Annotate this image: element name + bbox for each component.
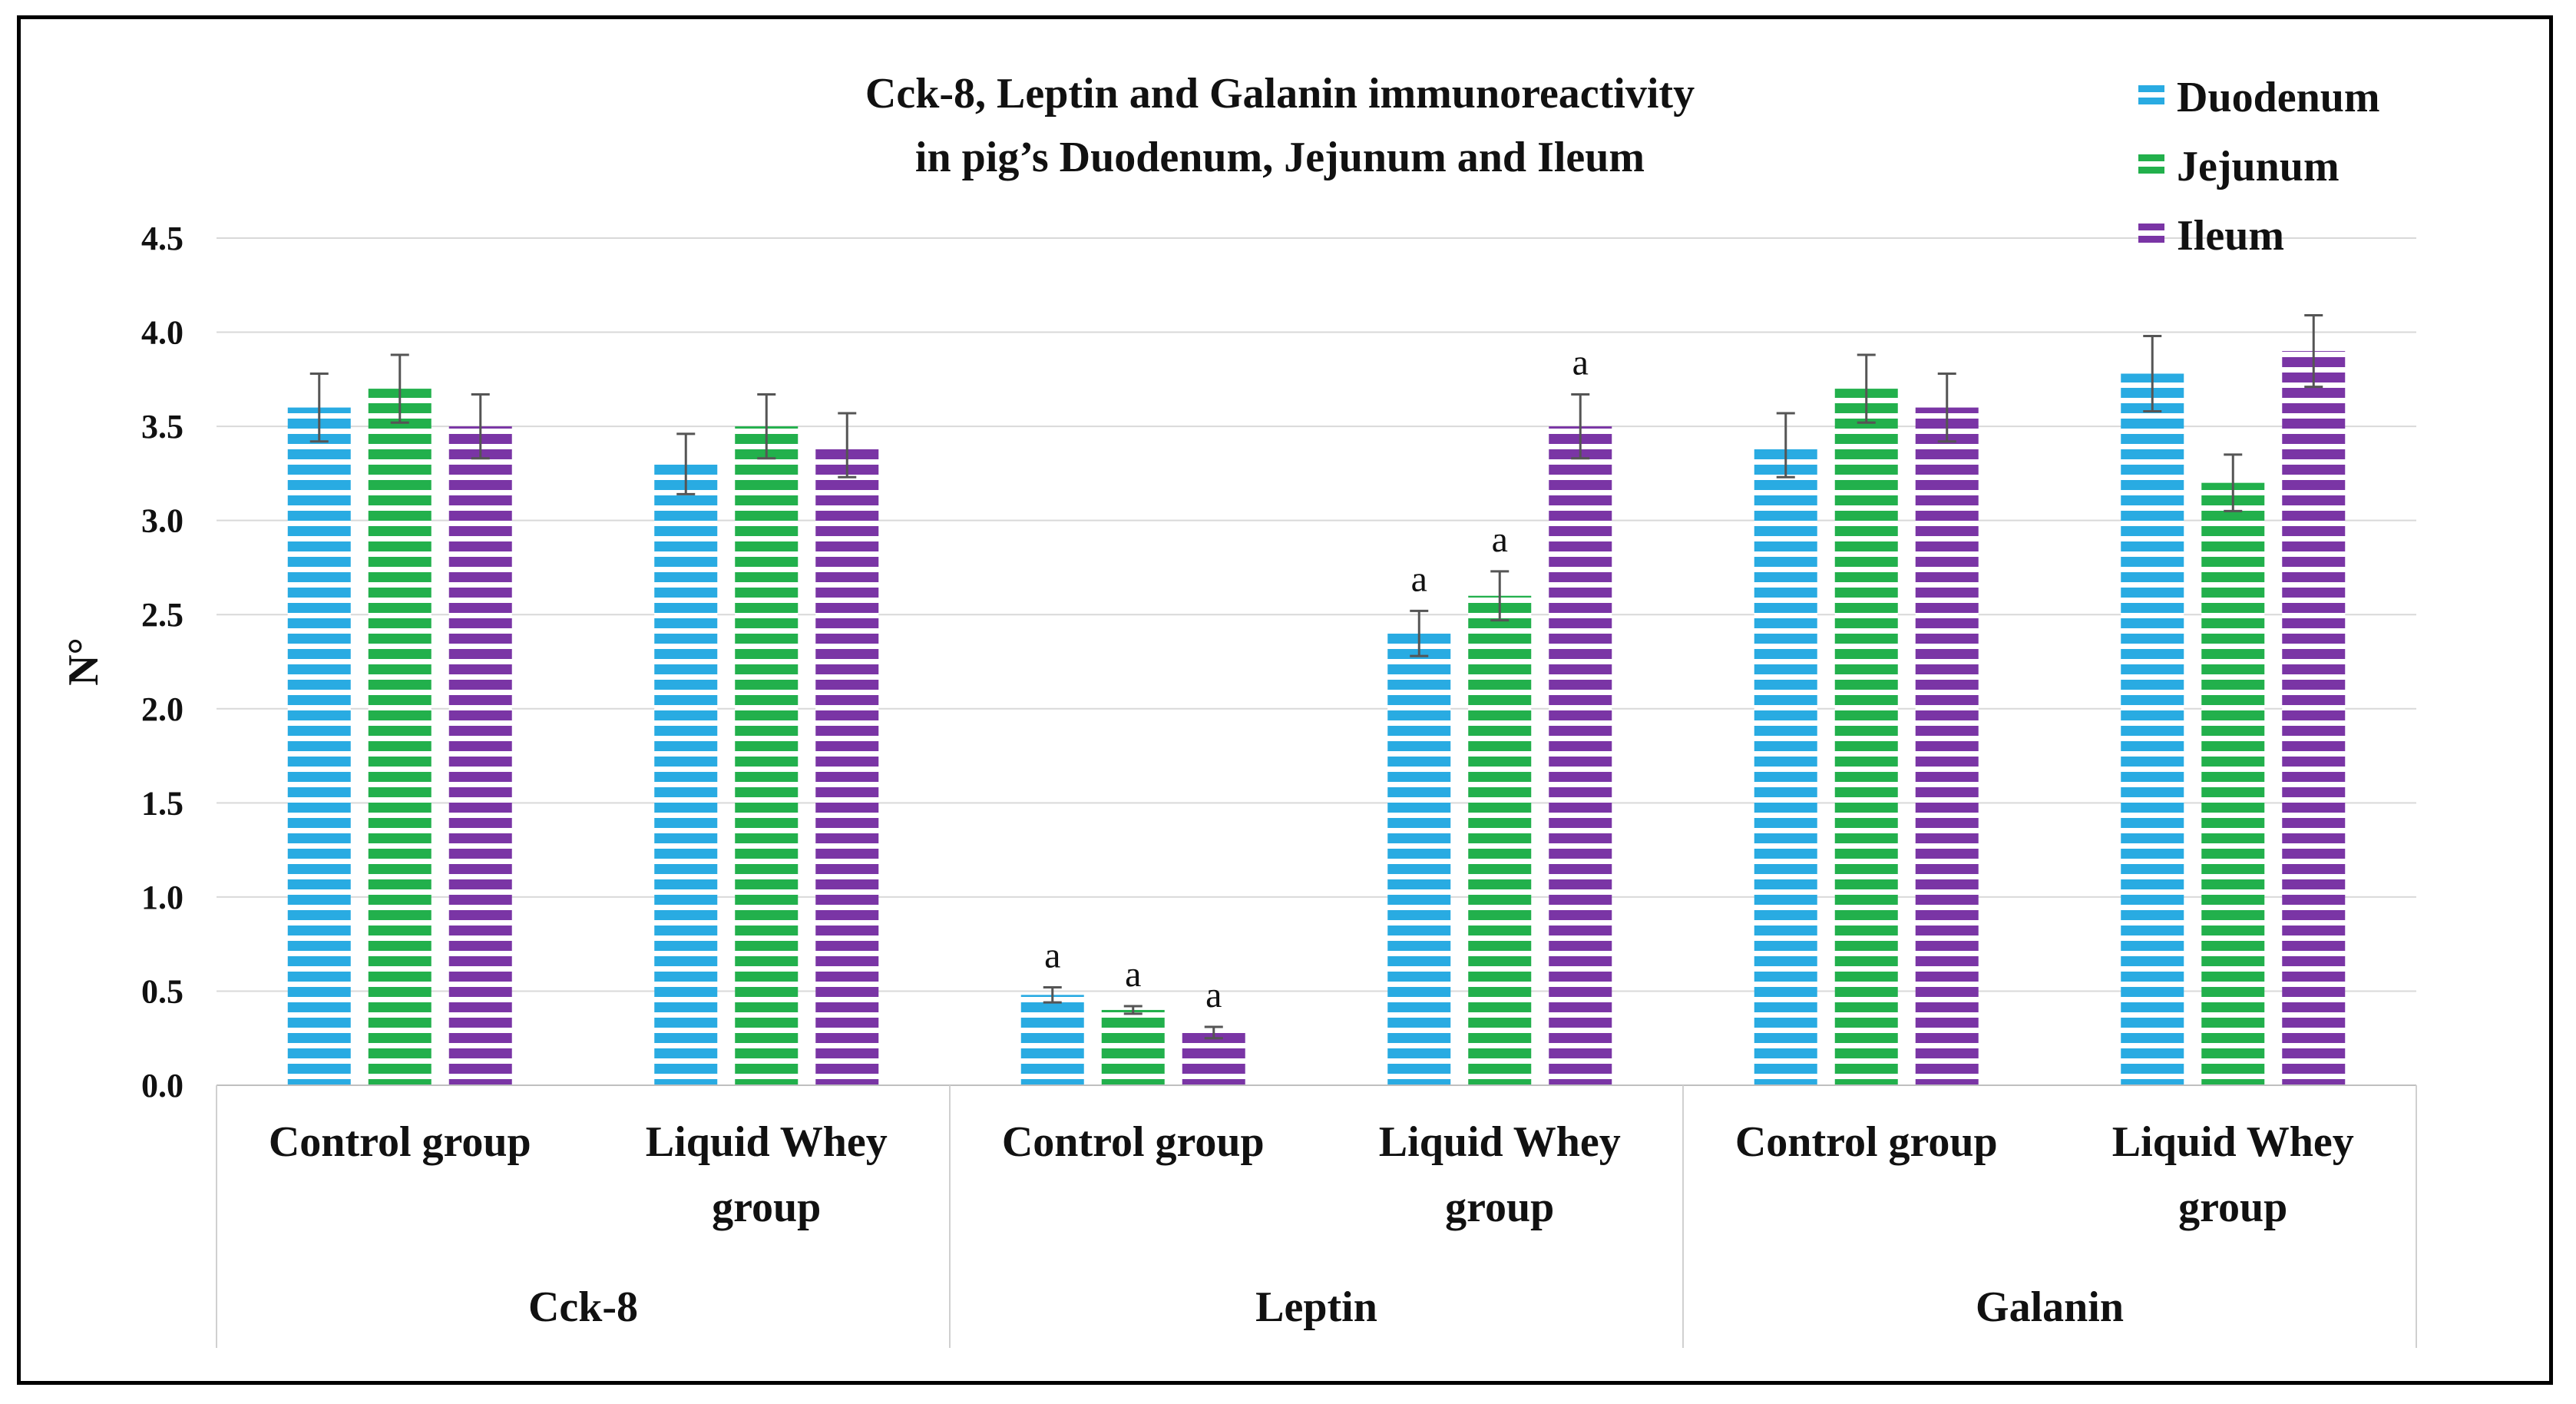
category-label: group (2178, 1184, 2287, 1231)
legend: Duodenum Jejunum Ileum (2138, 74, 2380, 260)
category-label: Liquid Whey (2112, 1118, 2354, 1166)
bar-jejunum (1101, 1009, 1165, 1085)
significance-mark: a (1205, 975, 1222, 1015)
y-tick-label: 2.0 (141, 690, 184, 728)
category-label: Liquid Whey (646, 1118, 888, 1166)
bar-ileum (1915, 407, 1979, 1085)
significance-mark: a (1492, 519, 1508, 560)
y-tick-label: 4.0 (141, 314, 184, 352)
y-tick-label: 1.5 (141, 784, 184, 822)
bar-duodenum (2121, 373, 2184, 1086)
bar-jejunum (735, 426, 799, 1085)
bar-jejunum (1468, 595, 1532, 1085)
legend-swatch-ileum (2138, 236, 2164, 243)
significance-mark: a (1125, 954, 1141, 995)
bar-duodenum (1754, 445, 1817, 1085)
legend-label: Duodenum (2177, 74, 2380, 121)
legend-swatch-duodenum (2138, 85, 2164, 92)
legend-swatch-duodenum (2138, 98, 2164, 104)
y-tick-label: 2.5 (141, 596, 184, 634)
bar-ileum (448, 426, 512, 1085)
y-axis-label: N° (60, 637, 107, 686)
category-label: group (1445, 1184, 1554, 1231)
bar-ileum (815, 445, 879, 1085)
gridlines (217, 237, 2416, 1086)
bar-ileum (1182, 1032, 1245, 1085)
y-tick-label: 0.5 (141, 972, 184, 1010)
significance-mark: a (1044, 935, 1060, 976)
bar-duodenum (1387, 633, 1451, 1085)
category-label: group (712, 1184, 821, 1231)
significance-mark: a (1572, 342, 1589, 382)
legend-swatch-jejunum (2138, 167, 2164, 174)
legend-label: Ileum (2177, 212, 2284, 260)
axes: 0.0 0.5 1.0 1.5 2.0 2.5 3.0 3.5 4.0 4.5 (141, 220, 2417, 1348)
y-tick-label: 0.0 (141, 1067, 184, 1104)
significance-mark: a (1411, 558, 1427, 599)
bar-jejunum (1834, 389, 1898, 1086)
y-tick-label: 3.0 (141, 502, 184, 540)
legend-label: Jejunum (2177, 143, 2340, 190)
group-label: Leptin (1255, 1283, 1377, 1331)
y-tick-label: 4.5 (141, 220, 184, 257)
bar-jejunum (2201, 482, 2265, 1085)
chart-title: Cck-8, Leptin and Galanin immunoreactivi… (865, 70, 1695, 118)
category-label: Control group (1002, 1118, 1265, 1166)
group-label: Cck-8 (528, 1283, 638, 1331)
category-label: Control group (1735, 1118, 1998, 1166)
chart-frame: 0.0 0.5 1.0 1.5 2.0 2.5 3.0 3.5 4.0 4.5 Control g… (17, 15, 2553, 1385)
bar-duodenum (654, 464, 718, 1085)
bar-ileum (2282, 351, 2346, 1086)
legend-swatch-jejunum (2138, 154, 2164, 161)
legend-swatch-ileum (2138, 224, 2164, 230)
bars (287, 313, 2346, 1086)
labels: Control group Liquid Whey group Cck-8 Contro… (60, 70, 2354, 1331)
y-tick-label: 3.5 (141, 408, 184, 445)
bar-ileum (1549, 426, 1612, 1085)
bar-duodenum (1020, 995, 1084, 1085)
bar-jejunum (368, 389, 432, 1086)
category-label: Control group (269, 1118, 531, 1166)
group-label: Galanin (1976, 1283, 2124, 1331)
bar-duodenum (287, 407, 351, 1085)
y-tick-label: 1.0 (141, 879, 184, 916)
category-label: Liquid Whey (1379, 1118, 1621, 1166)
chart-svg: 0.0 0.5 1.0 1.5 2.0 2.5 3.0 3.5 4.0 4.5 Control g… (60, 70, 2417, 1348)
chart-title: in pig’s Duodenum, Jejunum and Ileum (915, 134, 1645, 181)
